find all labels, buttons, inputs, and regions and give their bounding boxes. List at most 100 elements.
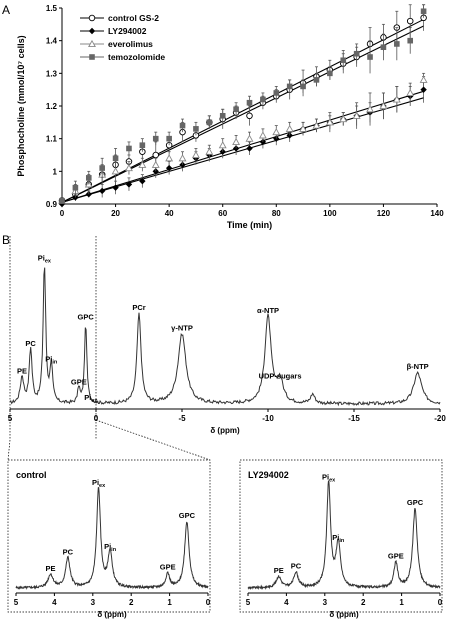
- data-point: [59, 197, 65, 204]
- series-2: [58, 72, 428, 204]
- peak-label: GPC: [407, 498, 424, 507]
- panel-label-b: B: [2, 233, 10, 247]
- data-point: [152, 151, 159, 159]
- data-point: [152, 135, 159, 142]
- x-tick-label: 60: [218, 209, 227, 218]
- data-point: [419, 75, 428, 83]
- legend-marker: [89, 54, 95, 60]
- data-point: [72, 194, 79, 201]
- x-tick-label: 0: [438, 598, 443, 607]
- data-point: [313, 77, 320, 83]
- legend-label: temozolomide: [108, 52, 165, 62]
- data-point: [352, 111, 361, 119]
- data-point: [273, 90, 280, 96]
- data-point: [394, 41, 400, 47]
- data-point: [406, 17, 414, 25]
- x-tick-label: 4: [52, 598, 57, 607]
- peak-label: PE: [17, 367, 27, 376]
- x-tick-label: 120: [377, 209, 391, 218]
- data-point: [260, 96, 266, 103]
- legend-label: everolimus: [108, 39, 153, 49]
- zoom-line-right: [95, 419, 211, 461]
- legend-label: LY294002: [108, 26, 147, 36]
- data-point: [299, 124, 308, 132]
- x-tick-label: 1: [167, 598, 172, 607]
- peak-label: Piin: [45, 354, 58, 365]
- zoom-line-left: [7, 439, 11, 461]
- peak-label: Piin: [332, 533, 345, 544]
- inset-title: control: [16, 470, 47, 480]
- data-point: [111, 167, 120, 175]
- data-point: [85, 175, 92, 181]
- fit-line: [61, 97, 424, 203]
- y-tick-label: 1.5: [46, 4, 58, 13]
- data-point: [407, 37, 414, 44]
- x-tick-label: -15: [348, 414, 360, 423]
- x-tick-label: 140: [430, 209, 444, 218]
- chart-b-spectrum: 5 0 -5 -10 -15 -20 δ (ppm) PE PC Piex Piin GPE GPC Pi…: [8, 236, 446, 440]
- spectrum-trace: [247, 480, 441, 591]
- data-point: [379, 101, 388, 110]
- data-point: [98, 187, 106, 195]
- peak-label: Piex: [84, 393, 98, 404]
- data-point: [139, 142, 146, 148]
- peak-label: α-NTP: [257, 306, 279, 315]
- x-tick-label: 0: [60, 209, 65, 218]
- x-tick-label: 3: [323, 598, 328, 607]
- data-point: [258, 131, 267, 139]
- zoom-guide-lines: [7, 419, 211, 461]
- data-point: [300, 83, 306, 90]
- data-point: [125, 181, 133, 188]
- panel-label-a: A: [2, 3, 10, 17]
- data-point: [325, 118, 334, 126]
- data-point: [339, 114, 348, 123]
- spectrum-trace: [15, 486, 209, 590]
- peak-label: UDP-sugars: [259, 371, 302, 380]
- data-point: [152, 168, 159, 175]
- data-point: [125, 163, 133, 172]
- data-point: [72, 184, 79, 191]
- data-point: [166, 135, 172, 142]
- data-point: [340, 57, 347, 64]
- peak-label: γ-NTP: [171, 323, 193, 332]
- x-tick-label: -20: [434, 414, 446, 423]
- chart-a: 0.9 1 1.1 1.2 1.3 1.4 1.5 0 20 40 60 80 100 120 140 Tim…: [16, 4, 444, 230]
- fit-line: [61, 18, 424, 203]
- peak-label: PCr: [132, 303, 145, 312]
- series-1: [58, 76, 427, 208]
- peak-label: PE: [274, 566, 284, 575]
- legend-marker: [88, 14, 96, 22]
- y-tick-label: 1.4: [46, 37, 58, 46]
- legend-marker: [88, 39, 96, 48]
- data-point: [353, 50, 360, 57]
- x-tick-label: 100: [323, 209, 337, 218]
- data-point: [380, 44, 387, 50]
- x-tick-label: 2: [361, 598, 366, 607]
- data-point: [327, 70, 333, 77]
- data-point: [99, 165, 105, 171]
- data-point: [420, 86, 427, 93]
- data-point: [286, 83, 293, 90]
- data-point: [246, 112, 253, 120]
- inset-title: LY294002: [248, 470, 289, 480]
- x-tick-label: 1: [399, 598, 404, 607]
- x-tick-label: -5: [178, 414, 186, 423]
- y-tick-label: 1.2: [46, 102, 58, 111]
- x-tick-label: 5: [246, 598, 251, 607]
- spectrum-trace: [9, 267, 441, 407]
- fit-line: [61, 90, 424, 203]
- y-tick-label: 1.1: [46, 135, 58, 144]
- data-point: [178, 154, 187, 162]
- data-point: [366, 105, 374, 113]
- y-axis-label: Phosphocholine (mmol/10⁷ cells): [16, 35, 26, 176]
- x-axis-label: δ (ppm): [210, 426, 240, 435]
- peak-label: GPE: [71, 378, 87, 387]
- data-point: [232, 145, 240, 152]
- data-point: [151, 160, 160, 168]
- peak-label: PC: [291, 562, 302, 571]
- x-axis-label: δ (ppm): [97, 610, 127, 619]
- chart-b-ly294002-inset: LY294002 5 4 3 2 1 0 δ (ppm) PE PC Piex Piin GPE GPC: [239, 459, 443, 619]
- data-point: [312, 121, 321, 129]
- data-point: [165, 154, 174, 162]
- x-tick-label: 20: [111, 209, 120, 218]
